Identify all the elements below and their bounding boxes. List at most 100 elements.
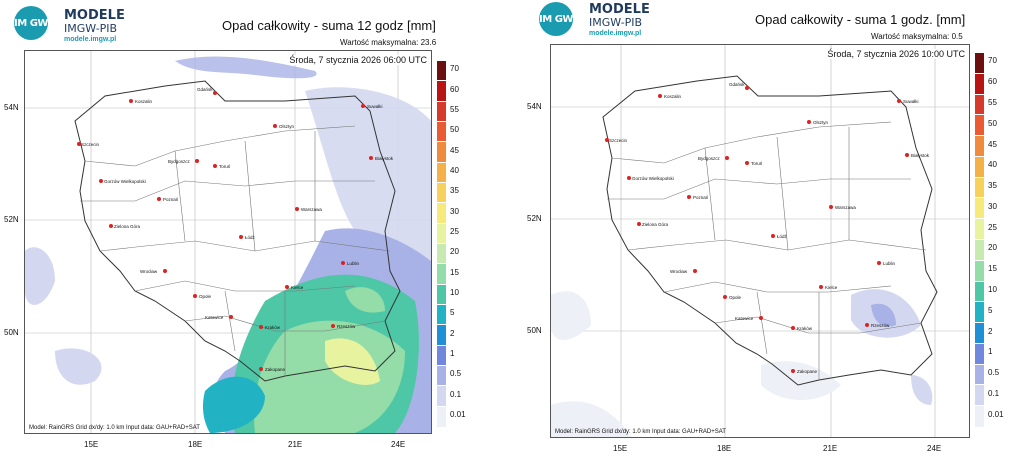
city-label: Bydgoszcz: [698, 156, 721, 161]
colorbar-cell: [975, 280, 984, 303]
map-canvas: Gdańsk Koszalin Suwałki Olsztyn Szczecin…: [25, 51, 431, 433]
city-markers: [77, 91, 373, 371]
city-label: Białystok: [375, 156, 394, 161]
colorbar-cell: [437, 60, 446, 82]
colorbar-cell: [975, 384, 984, 407]
city-label: Zielona Góra: [114, 224, 141, 229]
city-label: Kielce: [825, 285, 838, 290]
city-label: Katowice: [735, 316, 754, 321]
logo-name: MODELE: [64, 8, 125, 23]
panel-12h: IM GW MODELE IMGW-PIB modele.imgw.pl Opa…: [0, 0, 470, 460]
city-label: Gorzów Wielkopolski: [104, 179, 146, 184]
logo-org: IMGW-PIB: [589, 16, 643, 29]
lon-tick: 21E: [288, 440, 303, 449]
panel-1h: IM GW MODELE IMGW-PIB modele.imgw.pl Opa…: [525, 0, 1024, 460]
colorbar-label: 0.01: [450, 409, 466, 419]
city-label: Zielona Góra: [642, 222, 669, 227]
colorbar-label: 5: [988, 305, 993, 315]
colorbar-label: 55: [450, 104, 459, 114]
city-label: Warszawa: [835, 205, 856, 210]
timestamp: Środa, 7 stycznia 2026 10:00 UTC: [825, 49, 967, 59]
colorbar-cell: [437, 365, 446, 387]
colorbar-label: 35: [450, 186, 459, 196]
precip-map: Gdańsk Koszalin Suwałki Olsztyn Szczecin…: [550, 44, 970, 438]
colorbar-cell: [975, 155, 984, 178]
lat-tick: 50N: [527, 326, 542, 335]
colorbar-cell: [975, 342, 984, 365]
colorbar-label: 0.5: [988, 368, 1000, 378]
city-label: Olsztyn: [279, 124, 295, 129]
colorbar-cell: [975, 72, 984, 95]
city-label: Wrocław: [670, 269, 688, 274]
imgw-logo: IM GW: [539, 2, 573, 36]
colorbar-label: 0.01: [988, 409, 1004, 419]
colorbar-cell: [437, 202, 446, 224]
city-label: Kraków: [265, 325, 281, 330]
lon-tick: 18E: [717, 444, 732, 453]
colorbar-label: 60: [450, 84, 459, 94]
colorbar-cell: [437, 304, 446, 326]
colorbar-cell: [975, 259, 984, 282]
colorbar-label: 55: [988, 97, 997, 107]
colorbar-cell: [437, 100, 446, 122]
colorbar-cell: [437, 182, 446, 204]
colorbar-cell: [975, 52, 984, 74]
city-label: Wrocław: [140, 269, 158, 274]
colorbar-label: 20: [988, 243, 997, 253]
colorbar-label: 40: [450, 165, 459, 175]
colorbar-cell: [437, 141, 446, 163]
city-label: Gorzów Wielkopolski: [632, 176, 674, 181]
colorbar-cell: [975, 363, 984, 386]
colorbar-cell: [437, 121, 446, 143]
lat-tick: 50N: [4, 328, 19, 337]
map-title: Opad całkowity - suma 12 godz [mm]: [222, 18, 436, 33]
city-label: Rzeszów: [337, 324, 356, 329]
lon-tick: 18E: [188, 440, 203, 449]
colorbar-cell: [975, 135, 984, 157]
city-label: Poznań: [163, 197, 179, 202]
colorbar-cell: [975, 301, 984, 324]
city-label: Gdańsk: [197, 87, 213, 92]
city-label: Koszalin: [135, 99, 153, 104]
lon-tick: 24E: [391, 440, 406, 449]
colorbar-label: 25: [450, 226, 459, 236]
lon-tick: 24E: [927, 444, 942, 453]
colorbar-cell: [437, 161, 446, 183]
city-label: Rzeszów: [871, 323, 890, 328]
map-title: Opad całkowity - suma 1 godz. [mm]: [755, 12, 966, 27]
colorbar-cell: [437, 263, 446, 285]
colorbar-label: 20: [450, 247, 459, 257]
colorbar-cell: [975, 176, 984, 199]
logo-url: modele.imgw.pl: [64, 36, 117, 43]
colorbar-cell: [975, 197, 984, 220]
colorbar: 70 60 55 50 45 40 35 30 25 20 15 10 5 2 1 0.5 0.1 0.01: [437, 60, 469, 427]
colorbar-cell: [975, 405, 984, 427]
lon-tick: 15E: [613, 444, 628, 453]
colorbar-label: 10: [450, 287, 459, 297]
colorbar-label: 50: [988, 118, 997, 128]
city-label: Białystok: [911, 153, 930, 158]
city-label: Suwałki: [903, 99, 919, 104]
lon-tick: 21E: [823, 444, 838, 453]
city-label: Gdańsk: [729, 82, 745, 87]
city-label: Łódź: [245, 235, 256, 240]
colorbar-label: 10: [988, 284, 997, 294]
city-label: Opole: [729, 295, 742, 300]
colorbar-cell: [437, 344, 446, 366]
colorbar-label: 15: [450, 267, 459, 277]
city-label: Lublin: [883, 261, 896, 266]
colorbar-label: 15: [988, 264, 997, 274]
lat-tick: 54N: [4, 103, 19, 112]
colorbar-cell: [437, 405, 446, 427]
lon-tick: 15E: [84, 440, 99, 449]
precip-field: [25, 56, 431, 433]
colorbar-label: 0.5: [450, 369, 462, 379]
colorbar-cell: [437, 385, 446, 407]
map-canvas: Gdańsk Koszalin Suwałki Olsztyn Szczecin…: [551, 45, 969, 437]
colorbar-cell: [975, 218, 984, 240]
lat-tick: 54N: [527, 102, 542, 111]
city-label: Kielce: [291, 285, 304, 290]
timestamp: Środa, 7 stycznia 2026 06:00 UTC: [287, 55, 429, 65]
colorbar-cell: [437, 222, 446, 244]
logo-url: modele.imgw.pl: [589, 30, 642, 37]
